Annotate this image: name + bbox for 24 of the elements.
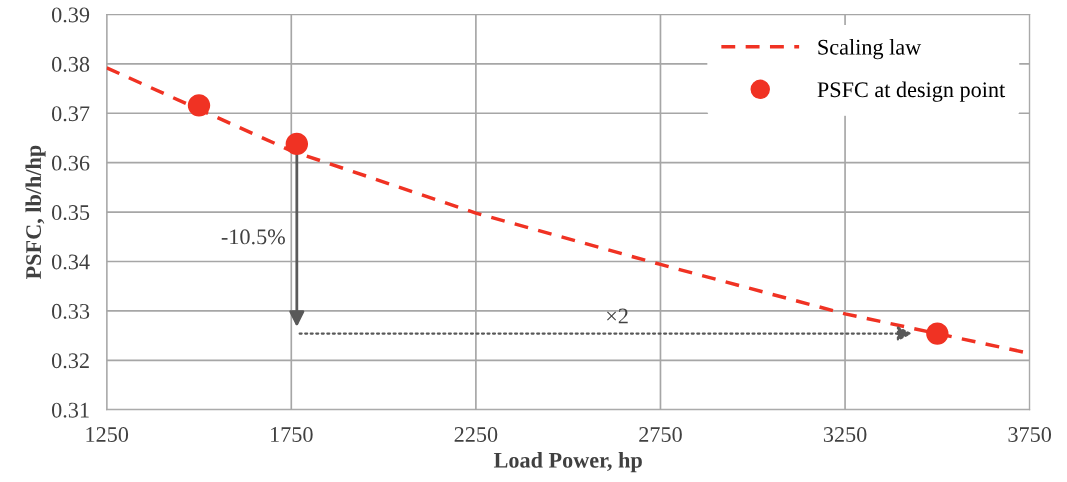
annotation: ×2 [607,308,628,324]
y-tick-label: 0.36 [51,155,90,171]
y-tick-label: 0.32 [51,353,89,369]
x-axis-title: Load Power, hp [493,452,642,473]
point [926,322,949,345]
y-tick-label: 0.35 [51,205,90,221]
point [187,94,211,117]
legend-label: PSFC at design point [817,81,1006,102]
y-tick-label: 0.34 [51,254,90,270]
x-tick-label: 1250 [86,427,129,443]
x-tick-label: 1750 [271,427,313,443]
y-axis-title: PSFC, lb/h/hp [25,145,46,280]
legend-label: Scaling law [818,39,922,60]
y-tick-label: 0.39 [51,7,90,23]
annotation: -10.5% [221,229,285,245]
y-tick-label: 0.33 [51,303,90,319]
x-tick-label: 2250 [454,427,498,443]
y-tick-label: 0.31 [51,402,89,418]
x-tick-label: 3750 [1008,427,1052,443]
point [285,132,309,156]
x-tick-label: 2750 [639,427,682,443]
y-tick-label: 0.37 [51,106,90,122]
x-tick-label: 3250 [823,427,867,443]
y-tick-label: 0.38 [51,56,90,72]
